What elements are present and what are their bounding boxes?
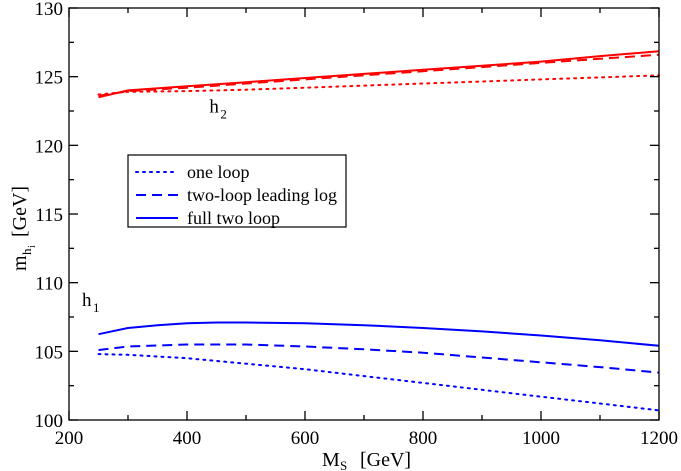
y-tick-label: 120 [35,136,64,157]
axis-ticks [68,7,660,421]
y-tick-label: 130 [35,0,64,20]
series-h2-dashed [98,53,660,97]
y-tick-label: 115 [35,205,63,226]
x-tick-label: 1000 [522,428,560,449]
y-label-main: m [9,255,31,271]
annotations: h 2h 1 [82,96,227,315]
series-h2-solid [98,50,660,99]
y-tick-label: 125 [35,68,64,89]
legend-box [127,154,347,228]
annotation-sub-h2: 2 [220,106,227,121]
x-tick-label: 1200 [640,428,678,449]
legend-label-solid: full two loop [187,208,280,228]
x-tick-label: 200 [55,428,84,449]
y-label-sub: h [19,248,34,255]
tick-labels: 200 400 600 800 1000 1200 100 105 110 115 120 125 13… [35,0,679,449]
x-tick-label: 400 [173,428,202,449]
annotation-sub-h1: 1 [93,300,100,315]
legend-label-dotted: one loop [187,162,250,182]
x-tick-label: 800 [409,428,438,449]
annotation-h2: h [209,96,219,117]
y-label-subsub: i [27,245,38,248]
x-label-sub: S [340,458,347,471]
x-label-main: M [322,449,340,471]
series-layer [97,50,660,412]
annotation-h1: h [82,290,92,311]
series-h1-dashed [98,343,660,374]
x-label-unit: [GeV] [360,449,411,471]
y-label-unit: [GeV] [9,186,31,237]
y-label-group: mhi [GeV] [9,186,38,271]
y-tick-label: 100 [35,411,64,432]
y-tick-label: 105 [35,342,64,363]
x-tick-label: 600 [291,428,320,449]
x-axis-label: M S [GeV] [322,449,411,471]
y-axis-label: mhi [GeV] [9,186,38,271]
series-h2-dotted [97,74,660,96]
series-h1-dotted [97,353,660,412]
legend-label-dashed: two-loop leading log [187,185,337,205]
y-tick-label: 110 [35,274,63,295]
legend: one loop two-loop leading log full two loo… [127,154,347,228]
series-h1-solid [98,321,660,347]
